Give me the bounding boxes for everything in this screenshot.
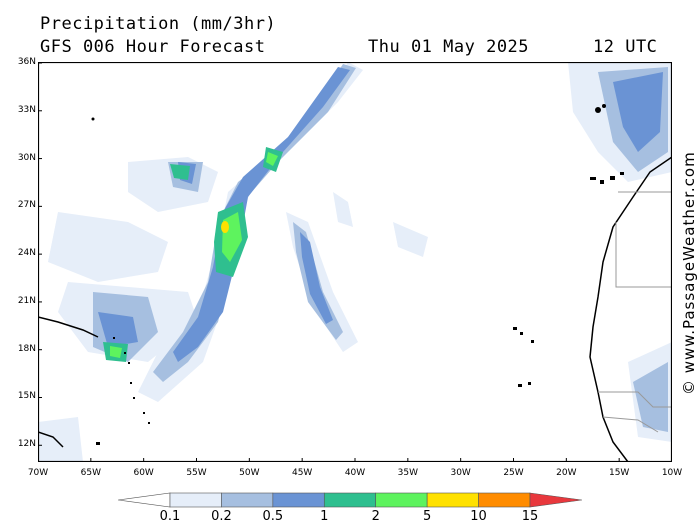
coastlines bbox=[38, 156, 672, 462]
lat-label: 24N bbox=[17, 248, 36, 259]
lat-label: 30N bbox=[17, 152, 36, 163]
lat-label: 21N bbox=[17, 295, 36, 306]
legend-label: 5 bbox=[423, 509, 432, 524]
legend-label: 0.2 bbox=[211, 509, 232, 524]
country-borders bbox=[598, 191, 672, 433]
lat-label: 12N bbox=[17, 439, 36, 450]
lat-label: 15N bbox=[17, 391, 36, 402]
legend-swatch bbox=[426, 492, 479, 508]
lon-label: 45W bbox=[291, 468, 313, 478]
lon-label: 15W bbox=[608, 468, 630, 478]
lon-label: 70W bbox=[27, 468, 49, 478]
forecast-date: Thu 01 May 2025 bbox=[368, 37, 530, 57]
lon-label: 30W bbox=[450, 468, 471, 478]
legend-swatch bbox=[529, 492, 582, 508]
lon-label: 35W bbox=[397, 468, 418, 478]
islands bbox=[91, 104, 624, 445]
forecast-model-label: GFS 006 Hour Forecast bbox=[40, 37, 266, 57]
lat-label: 36N bbox=[17, 57, 36, 67]
legend-label: 10 bbox=[470, 509, 487, 524]
lon-label: 55W bbox=[186, 468, 207, 478]
lat-label: 33N bbox=[17, 104, 36, 115]
lat-label: 18N bbox=[17, 343, 36, 354]
lon-label: 50W bbox=[239, 468, 260, 478]
map-title: Precipitation (mm/3hr) bbox=[40, 14, 277, 34]
legend-label: 0.1 bbox=[159, 509, 181, 524]
forecast-hour: 12 UTC bbox=[593, 37, 658, 57]
legend-swatch bbox=[375, 492, 428, 508]
legend-swatch bbox=[272, 492, 325, 508]
legend-swatch bbox=[323, 492, 377, 508]
lon-label: 10W bbox=[661, 468, 683, 478]
legend-label: 15 bbox=[521, 509, 539, 524]
legend-swatch bbox=[478, 492, 531, 508]
legend-swatch bbox=[118, 492, 171, 508]
website-credit: © www.PassageWeather.com bbox=[680, 151, 698, 395]
legend-label: 1 bbox=[320, 509, 329, 524]
lon-label: 60W bbox=[133, 468, 154, 478]
precipitation-legend bbox=[118, 492, 582, 508]
precipitation-field bbox=[38, 62, 672, 462]
precipitation-map bbox=[38, 62, 672, 462]
legend-swatch bbox=[221, 492, 274, 508]
lon-label: 20W bbox=[556, 468, 577, 478]
lat-label: 27N bbox=[17, 200, 36, 211]
legend-label: 2 bbox=[371, 509, 380, 524]
lon-label: 25W bbox=[503, 468, 524, 478]
lon-label: 40W bbox=[344, 468, 366, 478]
legend-label: 0.5 bbox=[262, 509, 284, 524]
lon-label: 65W bbox=[80, 468, 101, 478]
legend-swatch bbox=[169, 492, 222, 508]
